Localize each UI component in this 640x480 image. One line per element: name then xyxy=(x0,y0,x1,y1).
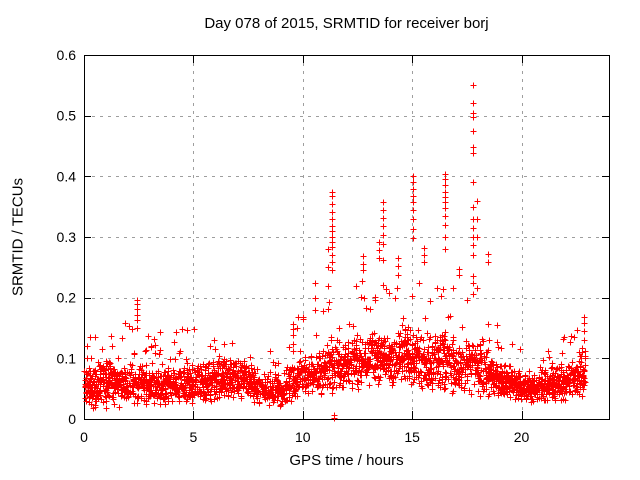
x-axis-label: GPS time / hours xyxy=(289,452,404,469)
x-tick-label: 0 xyxy=(80,429,88,445)
x-tick-label: 20 xyxy=(514,429,530,445)
y-tick-label: 0.5 xyxy=(57,108,77,124)
y-tick-label: 0.1 xyxy=(57,350,77,366)
x-tick-label: 15 xyxy=(404,429,420,445)
y-tick-label: 0 xyxy=(68,411,76,427)
scatter-points xyxy=(81,82,589,422)
y-tick-label: 0.3 xyxy=(57,229,77,245)
x-tick-label: 5 xyxy=(189,429,197,445)
y-tick-label: 0.6 xyxy=(57,47,77,63)
x-tick-label: 10 xyxy=(295,429,311,445)
y-tick-label: 0.4 xyxy=(57,168,77,184)
chart-title: Day 078 of 2015, SRMTID for receiver bor… xyxy=(204,15,489,32)
y-tick-label: 0.2 xyxy=(57,290,77,306)
